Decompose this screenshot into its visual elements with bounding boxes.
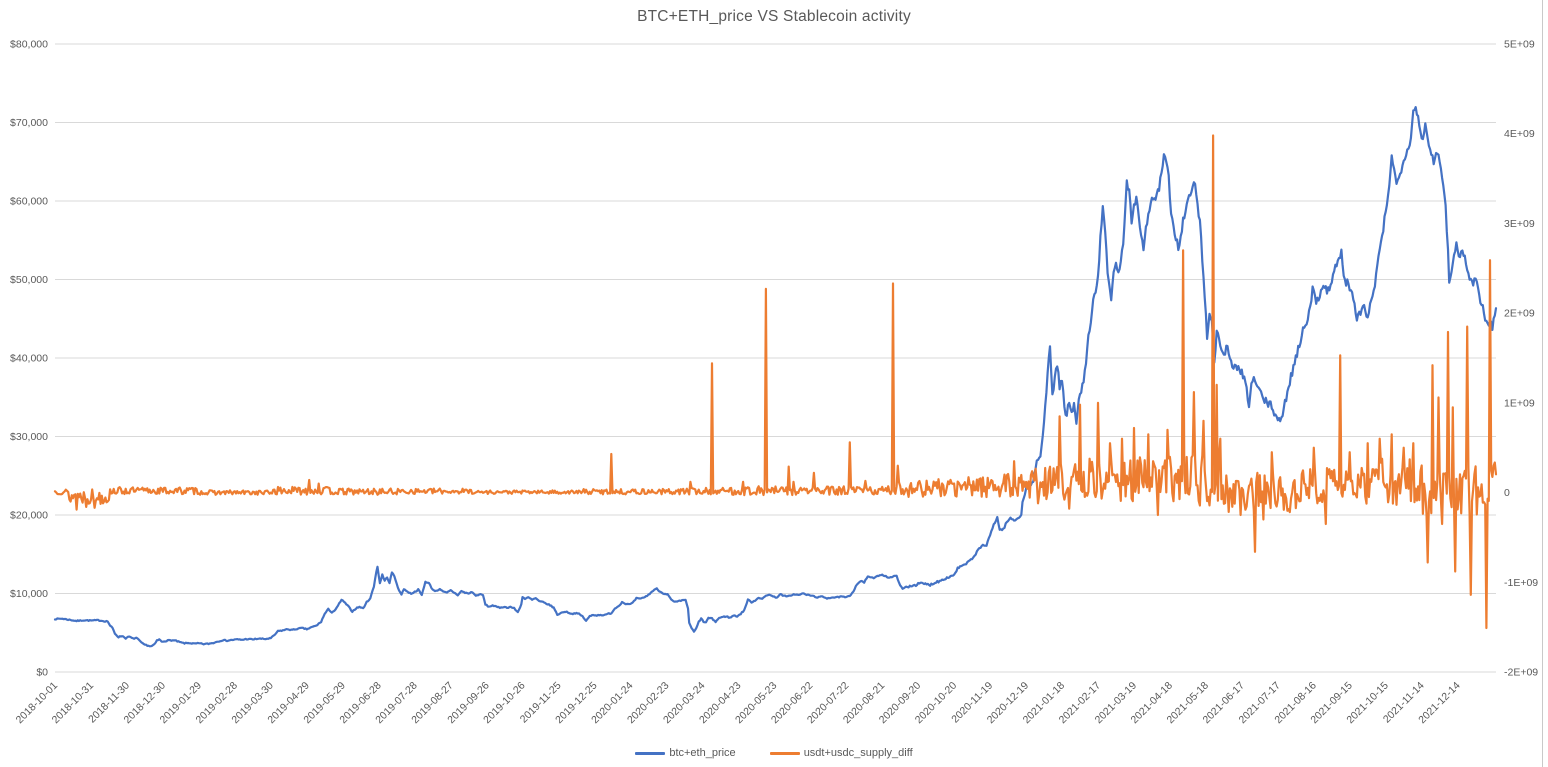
right-axis-tick-label: 4E+09 bbox=[1504, 128, 1535, 140]
legend: btc+eth_price usdt+usdc_supply_diff bbox=[0, 747, 1548, 759]
left-axis-tick-label: $0 bbox=[36, 667, 48, 679]
usdt-usdc-supply-diff-line[interactable] bbox=[53, 134, 1498, 630]
left-axis-tick-label: $10,000 bbox=[10, 588, 48, 600]
left-axis-tick-label: $30,000 bbox=[10, 431, 48, 443]
right-axis-tick-label: -1E+09 bbox=[1504, 577, 1538, 589]
legend-item-usdt-usdc-supply-diff[interactable]: usdt+usdc_supply_diff bbox=[769, 747, 913, 759]
right-axis-tick-label: 5E+09 bbox=[1504, 39, 1535, 51]
right-axis-tick-label: 0 bbox=[1504, 487, 1510, 499]
chart-title: BTC+ETH_price VS Stablecoin activity bbox=[637, 8, 911, 25]
legend-label-usdt-usdc-supply-diff: usdt+usdc_supply_diff bbox=[803, 747, 913, 759]
blue-line-swatch bbox=[635, 751, 666, 755]
legend-item-btc-eth-price[interactable]: btc+eth_price bbox=[635, 747, 736, 759]
left-axis-tick-label: $40,000 bbox=[10, 353, 48, 365]
right-axis-tick-label: 2E+09 bbox=[1504, 308, 1535, 320]
right-axis-tick-label: 1E+09 bbox=[1504, 397, 1535, 409]
btc-eth-price-line[interactable] bbox=[53, 106, 1498, 648]
left-axis-tick-label: $60,000 bbox=[10, 196, 48, 208]
orange-line-swatch bbox=[769, 751, 800, 755]
left-axis-tick-label: $20,000 bbox=[10, 510, 48, 522]
left-axis-tick-label: $70,000 bbox=[10, 117, 48, 129]
left-axis-tick-label: $50,000 bbox=[10, 274, 48, 286]
right-axis-tick-label: -2E+09 bbox=[1504, 667, 1538, 679]
legend-label-btc-eth-price: btc+eth_price bbox=[669, 747, 736, 759]
right-axis-tick-label: 3E+09 bbox=[1504, 218, 1535, 230]
left-axis-tick-label: $80,000 bbox=[10, 39, 48, 51]
